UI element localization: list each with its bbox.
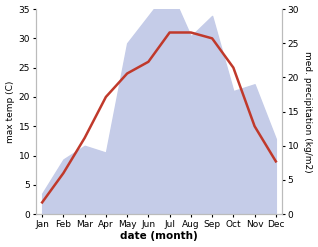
X-axis label: date (month): date (month) <box>120 231 198 242</box>
Y-axis label: max temp (C): max temp (C) <box>5 80 15 143</box>
Y-axis label: med. precipitation (kg/m2): med. precipitation (kg/m2) <box>303 51 313 172</box>
